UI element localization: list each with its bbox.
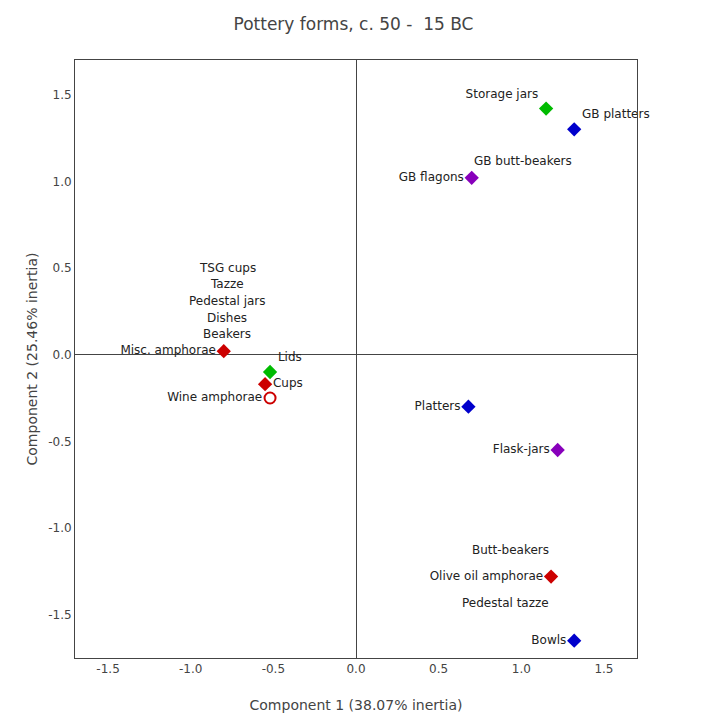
svg-text:-1.0: -1.0	[179, 662, 202, 676]
svg-text:Lids: Lids	[278, 350, 302, 364]
svg-text:0.5: 0.5	[429, 662, 448, 676]
svg-text:GB butt-beakers: GB butt-beakers	[474, 154, 572, 168]
svg-text:Platters: Platters	[415, 399, 461, 413]
svg-text:-1.5: -1.5	[48, 608, 71, 622]
svg-text:-1.5: -1.5	[96, 662, 119, 676]
svg-text:Component 2 (25.46% inertia): Component 2 (25.46% inertia)	[24, 253, 40, 466]
svg-text:GB platters: GB platters	[582, 107, 650, 121]
svg-text:Butt-beakers: Butt-beakers	[472, 543, 549, 557]
svg-text:Bowls: Bowls	[531, 633, 566, 647]
svg-text:Olive oil amphorae: Olive oil amphorae	[430, 569, 544, 583]
svg-text:Misc. amphorae: Misc. amphorae	[120, 343, 215, 357]
svg-text:Pedestal tazze: Pedestal tazze	[462, 596, 549, 610]
svg-text:Tazze: Tazze	[210, 277, 244, 291]
svg-text:Storage jars: Storage jars	[466, 87, 539, 101]
svg-text:Wine amphorae: Wine amphorae	[167, 390, 262, 404]
svg-text:1.5: 1.5	[594, 662, 613, 676]
svg-text:Pedestal jars: Pedestal jars	[189, 294, 266, 308]
svg-text:GB flagons: GB flagons	[399, 170, 464, 184]
svg-text:0.0: 0.0	[53, 348, 72, 362]
svg-text:-0.5: -0.5	[262, 662, 285, 676]
svg-text:Pottery forms, c. 50 - 15 BC: Pottery forms, c. 50 - 15 BC	[234, 14, 474, 34]
svg-text:1.0: 1.0	[512, 662, 531, 676]
svg-text:Flask-jars: Flask-jars	[493, 442, 550, 456]
svg-text:0.0: 0.0	[346, 662, 365, 676]
svg-text:1.0: 1.0	[53, 175, 72, 189]
svg-text:TSG cups: TSG cups	[199, 261, 256, 275]
svg-text:Beakers: Beakers	[203, 327, 251, 341]
svg-text:1.5: 1.5	[53, 88, 72, 102]
svg-text:Component 1 (38.07% inertia): Component 1 (38.07% inertia)	[250, 697, 463, 713]
svg-text:Dishes: Dishes	[207, 311, 247, 325]
svg-text:-1.0: -1.0	[48, 521, 71, 535]
svg-text:0.5: 0.5	[53, 261, 72, 275]
svg-text:Cups: Cups	[273, 376, 303, 390]
svg-text:-0.5: -0.5	[48, 435, 71, 449]
